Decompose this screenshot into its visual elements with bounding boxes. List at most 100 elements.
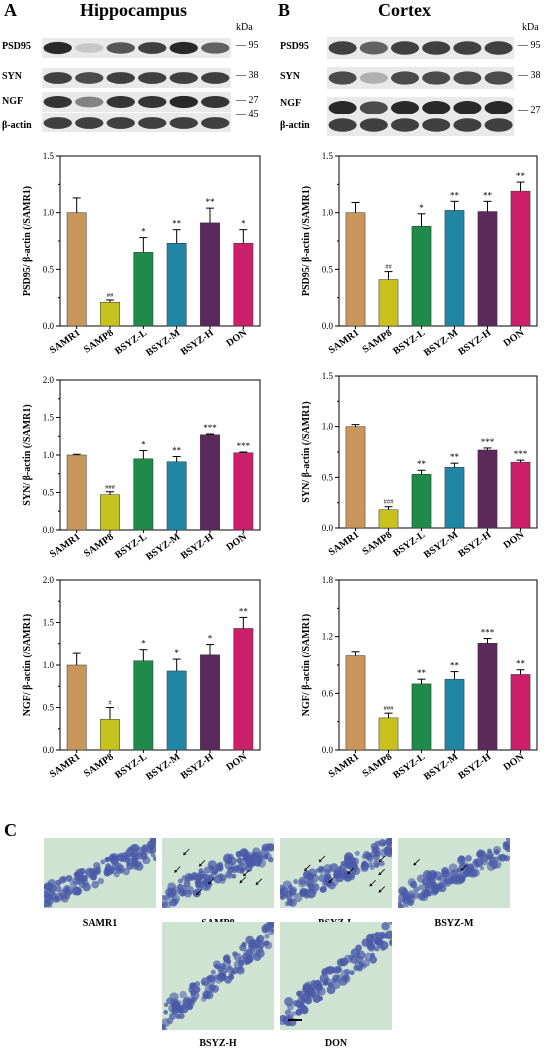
significance-mark: *** xyxy=(481,628,495,638)
neuron-cell xyxy=(297,1003,306,1012)
y-tick-label: 1.8 xyxy=(322,575,334,585)
neuron-cell xyxy=(214,963,220,970)
neuron-cell xyxy=(253,952,262,962)
neuron-cell xyxy=(323,980,329,986)
y-tick-label: 0.0 xyxy=(322,321,334,331)
mw-marker: — 45 xyxy=(236,109,259,120)
x-tick-label: DON xyxy=(502,751,527,773)
bar-chart-cortex-ngf: 0.0 0.6 1.2 1.8 NGF/ β-actin (/SAMR1) SAMR1 ##… xyxy=(301,575,538,783)
blot-label-beta-actin: β-actin xyxy=(280,120,310,131)
neuron-cell xyxy=(448,876,455,882)
neuron-cell xyxy=(55,879,62,886)
blot-band xyxy=(201,96,230,108)
blot-band xyxy=(422,118,451,132)
kda-label: kDa xyxy=(522,22,539,33)
significance-mark: ** xyxy=(206,197,216,207)
arrow-head xyxy=(347,871,351,875)
mw-marker: — 38 xyxy=(518,70,541,81)
neuron-cell xyxy=(135,846,145,856)
blot-band xyxy=(138,42,167,54)
significance-mark: ** xyxy=(172,446,182,456)
y-tick-label: 1.0 xyxy=(43,660,55,670)
neuron-cell xyxy=(231,873,237,879)
neuron-cell xyxy=(228,974,235,981)
blot-band xyxy=(75,96,104,108)
neuron-cell xyxy=(222,967,229,974)
neuron-cell xyxy=(167,882,176,891)
neuron-cell xyxy=(97,877,105,885)
arrow-head xyxy=(318,859,322,863)
arrow-head xyxy=(369,883,373,887)
neuron-cell xyxy=(188,986,196,993)
neuron-cell xyxy=(330,878,339,887)
x-tick-label: BSYZ-H xyxy=(179,327,216,357)
neuron-cell xyxy=(118,852,124,858)
bar-samr1 xyxy=(66,212,87,327)
bar-samp8 xyxy=(378,279,399,327)
neuron-cell xyxy=(223,853,233,863)
neuron-cell xyxy=(149,838,156,844)
neuron-cell xyxy=(502,841,509,848)
y-tick-label: 0.0 xyxy=(43,745,55,755)
neuron-cell xyxy=(284,1009,292,1016)
bar-bsyz-m xyxy=(444,210,465,327)
significance-mark: * xyxy=(141,440,146,450)
blot-band xyxy=(169,41,198,55)
blot-band xyxy=(169,72,198,84)
neuron-cell xyxy=(261,927,268,934)
neuron-cell xyxy=(345,861,355,870)
bar-bsyz-m xyxy=(444,678,465,751)
neuron-cell xyxy=(61,894,69,903)
neuron-cell xyxy=(109,854,116,861)
neuron-cell xyxy=(169,898,178,907)
blot-band xyxy=(201,42,230,54)
blot-label-psd95: PSD95 xyxy=(280,41,309,52)
neuron-cell xyxy=(370,933,379,943)
y-tick-label: 1.0 xyxy=(43,208,55,218)
neuron-cell xyxy=(364,952,373,961)
blot-band xyxy=(390,41,420,55)
neuron-cell xyxy=(457,855,466,865)
neuron-cell xyxy=(249,939,259,948)
bar-chart-cortex-psd95: 0.0 0.5 1.0 1.5 PSD95/ β-actin (/SAMR1) SAMR1… xyxy=(301,151,538,359)
micrograph-bsyz-m xyxy=(398,838,510,908)
y-tick-label: 1.0 xyxy=(322,208,334,218)
neuron-cell xyxy=(373,862,380,869)
neuron-cell xyxy=(427,881,436,890)
neuron-cell xyxy=(178,1012,185,1020)
neuron-cell xyxy=(339,957,349,967)
neuron-cell xyxy=(356,950,366,960)
y-axis-label: PSD95/ β-actin (/SAMR1) xyxy=(22,186,33,296)
neuron-cell xyxy=(328,966,336,974)
neuron-cell xyxy=(225,870,232,878)
significance-mark: *** xyxy=(203,423,217,433)
neuron-cell xyxy=(321,879,330,887)
neuron-cell xyxy=(268,857,274,863)
x-tick-label: SAMR1 xyxy=(48,751,83,780)
neuron-cell xyxy=(479,865,485,871)
blot-band xyxy=(43,72,72,84)
mw-marker: — 38 xyxy=(236,70,259,81)
blot-band xyxy=(138,117,167,129)
arrow-head xyxy=(304,867,308,871)
blot-band xyxy=(138,96,167,108)
neuron-cell xyxy=(47,879,57,888)
x-tick-label: BSYZ-H xyxy=(456,327,493,357)
blot-band xyxy=(484,101,513,115)
blot-band xyxy=(75,72,104,84)
micrograph-bsyz-l xyxy=(280,838,392,908)
blot-band xyxy=(201,117,230,129)
significance-mark: ** xyxy=(417,668,427,678)
blot-band xyxy=(43,41,72,55)
y-tick-label: 1.2 xyxy=(322,632,333,642)
neuron-cell xyxy=(287,898,295,907)
bar-samp8 xyxy=(378,717,399,751)
neuron-cell xyxy=(306,889,316,899)
blot-band xyxy=(169,117,198,129)
blot-band xyxy=(169,95,198,109)
neuron-cell xyxy=(490,861,499,870)
blot-band xyxy=(359,118,388,132)
bar-bsyz-l xyxy=(411,474,432,529)
significance-mark: *** xyxy=(237,441,251,451)
micrograph-bsyz-h xyxy=(162,922,274,1030)
